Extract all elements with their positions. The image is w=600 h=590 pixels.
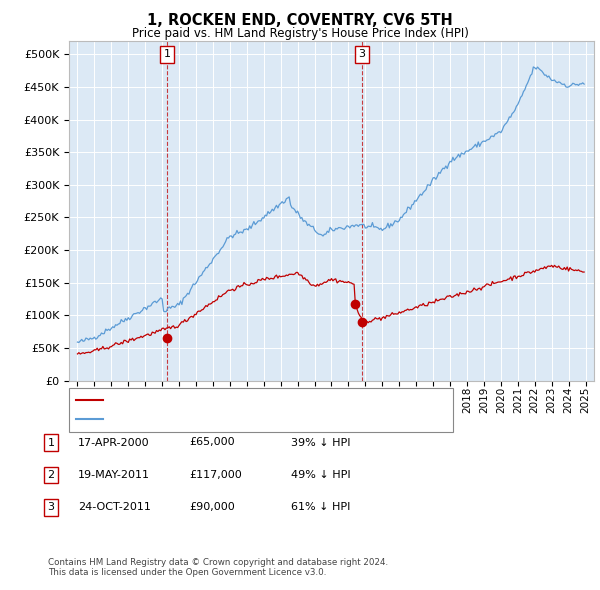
Text: 19-MAY-2011: 19-MAY-2011 — [78, 470, 150, 480]
Text: 39% ↓ HPI: 39% ↓ HPI — [291, 438, 350, 447]
Text: £65,000: £65,000 — [189, 438, 235, 447]
Text: 3: 3 — [47, 503, 55, 512]
Text: 1, ROCKEN END, COVENTRY, CV6 5TH (detached house): 1, ROCKEN END, COVENTRY, CV6 5TH (detach… — [109, 395, 401, 405]
Text: 17-APR-2000: 17-APR-2000 — [78, 438, 149, 447]
Text: 1: 1 — [164, 50, 170, 60]
Text: 24-OCT-2011: 24-OCT-2011 — [78, 503, 151, 512]
Text: 49% ↓ HPI: 49% ↓ HPI — [291, 470, 350, 480]
Text: 3: 3 — [359, 50, 365, 60]
Text: Price paid vs. HM Land Registry's House Price Index (HPI): Price paid vs. HM Land Registry's House … — [131, 27, 469, 40]
Text: HPI: Average price, detached house, Coventry: HPI: Average price, detached house, Cove… — [109, 415, 350, 424]
Text: £117,000: £117,000 — [189, 470, 242, 480]
Text: 61% ↓ HPI: 61% ↓ HPI — [291, 503, 350, 512]
Text: £90,000: £90,000 — [189, 503, 235, 512]
Text: Contains HM Land Registry data © Crown copyright and database right 2024.
This d: Contains HM Land Registry data © Crown c… — [48, 558, 388, 577]
Text: 2: 2 — [47, 470, 55, 480]
Text: 1: 1 — [47, 438, 55, 447]
Text: 1, ROCKEN END, COVENTRY, CV6 5TH: 1, ROCKEN END, COVENTRY, CV6 5TH — [147, 13, 453, 28]
